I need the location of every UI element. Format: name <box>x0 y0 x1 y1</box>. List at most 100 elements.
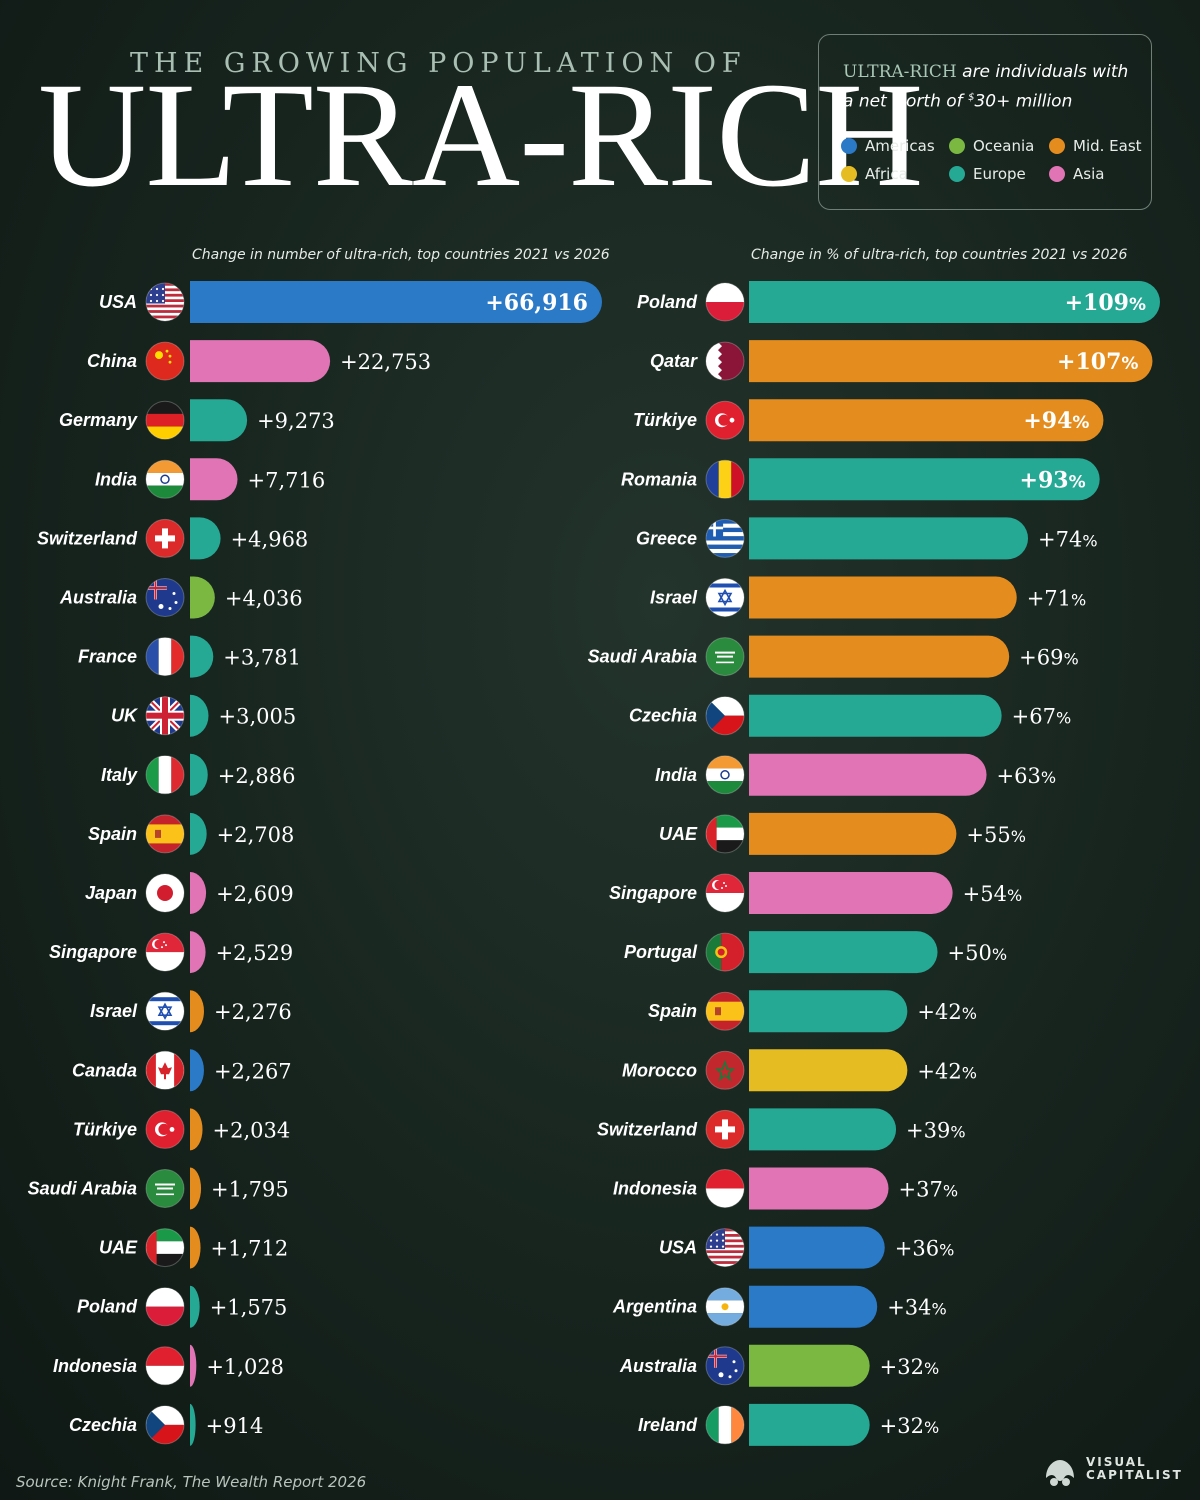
left-bar-turkiye <box>190 1108 203 1151</box>
left-flag-germany-icon <box>146 401 184 440</box>
left-country-label-china: China <box>87 351 137 371</box>
legend-label-europe: Europe <box>973 165 1026 183</box>
left-value-label-indonesia: +1,028 <box>206 1355 284 1379</box>
right-flag-morocco-icon <box>706 1051 744 1090</box>
right-country-label-greece: Greece <box>636 528 697 548</box>
left-country-label-uae: UAE <box>99 1238 138 1258</box>
left-country-label-israel: Israel <box>90 1001 138 1021</box>
right-chart-title: Change in % of ultra-rich, top countries… <box>751 247 1128 263</box>
left-value-label-uk: +3,005 <box>219 705 297 729</box>
left-country-label-turkiye: Türkiye <box>73 1119 137 1139</box>
left-value-label-uae: +1,712 <box>211 1237 289 1261</box>
left-value-label-canada: +2,267 <box>214 1059 292 1083</box>
left-country-label-france: France <box>78 647 137 667</box>
left-bar-uae <box>190 1226 201 1269</box>
left-flag-saudi-arabia-icon <box>146 1169 184 1208</box>
left-flag-india-icon <box>146 460 184 499</box>
left-country-label-uk: UK <box>111 706 139 726</box>
right-bar-poland <box>749 281 1160 323</box>
right-flag-saudi-arabia-icon <box>706 637 744 676</box>
right-value-label-argentina: +34% <box>887 1296 947 1320</box>
legend-item-africa: Africa <box>841 165 908 183</box>
legend-item-oceania: Oceania <box>949 137 1034 155</box>
right-country-label-australia: Australia <box>619 1356 697 1376</box>
right-country-label-spain: Spain <box>648 1001 697 1021</box>
left-flag-singapore-icon <box>146 933 184 972</box>
legend-term: ULTRA-RICH <box>843 62 957 82</box>
left-flag-spain-icon <box>146 814 184 853</box>
left-value-label-italy: +2,886 <box>218 764 296 788</box>
chart-supertitle: THE GROWING POPULATION OF <box>130 48 747 79</box>
right-country-label-portugal: Portugal <box>624 942 698 962</box>
right-country-label-usa: USA <box>659 1238 697 1258</box>
right-country-label-argentina: Argentina <box>612 1297 697 1317</box>
brand-mark-icon <box>1046 1460 1074 1486</box>
right-bar-qatar <box>749 340 1153 383</box>
left-flag-uk-icon <box>146 696 184 735</box>
left-country-label-saudi-arabia: Saudi Arabia <box>28 1179 137 1199</box>
legend-swatch-europe <box>949 166 965 182</box>
left-bar-czechia <box>190 1403 196 1446</box>
right-bar-czechia <box>749 694 1002 737</box>
right-flag-qatar-icon <box>706 342 744 381</box>
left-value-label-france: +3,781 <box>223 646 301 670</box>
right-bar-saudi-arabia <box>749 635 1010 678</box>
brand-logo: VISUAL CAPITALIST <box>1040 1452 1190 1492</box>
right-country-label-turkiye: Türkiye <box>633 410 697 430</box>
left-chart-title: Change in number of ultra-rich, top coun… <box>192 247 610 263</box>
left-value-label-czechia: +914 <box>206 1414 264 1438</box>
left-value-label-saudi-arabia: +1,795 <box>211 1178 289 1202</box>
right-bar-india <box>749 753 987 796</box>
right-bar-morocco <box>749 1049 908 1092</box>
right-flag-switzerland-icon <box>706 1110 744 1149</box>
right-bar-usa <box>749 1226 885 1269</box>
right-bar-uae <box>749 812 957 855</box>
legend-swatch-americas <box>841 138 857 154</box>
right-flag-ireland-icon <box>706 1405 744 1444</box>
right-flag-australia-icon <box>706 1346 744 1385</box>
left-value-label-turkiye: +2,034 <box>213 1118 291 1142</box>
legend-item-europe: Europe <box>949 165 1026 183</box>
left-flag-czechia-icon <box>146 1405 184 1444</box>
left-value-label-spain: +2,708 <box>217 823 295 847</box>
right-flag-singapore-icon <box>706 874 744 912</box>
legend-item-mid-east: Mid. East <box>1049 137 1142 155</box>
legend-definition: ULTRA-RICH are individuals with a net wo… <box>843 59 1143 115</box>
source-note: Source: Knight Frank, The Wealth Report … <box>16 1473 367 1491</box>
legend-threshold: 30+ million <box>974 91 1073 112</box>
right-bar-romania <box>749 458 1100 501</box>
legend-swatch-africa <box>841 166 857 182</box>
left-value-label-poland: +1,575 <box>210 1296 288 1320</box>
legend-swatch-oceania <box>949 138 965 154</box>
right-value-label-greece: +74% <box>1038 527 1098 551</box>
right-flag-israel-icon <box>706 578 744 617</box>
right-country-label-morocco: Morocco <box>622 1060 697 1080</box>
right-bar-israel <box>749 576 1017 619</box>
left-value-label-switzerland: +4,968 <box>231 527 309 551</box>
left-flag-turkiye-icon <box>146 1110 184 1149</box>
right-country-label-ireland: Ireland <box>638 1415 698 1435</box>
right-country-label-singapore: Singapore <box>609 883 697 903</box>
left-bar-australia <box>190 576 215 619</box>
brand-line-2: CAPITALIST <box>1086 1468 1183 1482</box>
right-country-label-indonesia: Indonesia <box>613 1179 697 1199</box>
left-flag-poland-icon <box>146 1287 184 1326</box>
right-flag-uae-icon <box>706 814 744 853</box>
right-country-label-israel: Israel <box>650 588 698 608</box>
right-country-label-switzerland: Switzerland <box>597 1119 698 1139</box>
left-country-label-usa: USA <box>99 292 137 312</box>
right-value-label-saudi-arabia: +69% <box>1019 646 1079 670</box>
right-country-label-qatar: Qatar <box>650 351 698 371</box>
left-flag-switzerland-icon <box>146 519 184 558</box>
left-bar-israel <box>190 990 204 1033</box>
left-country-label-japan: Japan <box>85 883 137 903</box>
right-bar-portugal <box>749 931 938 974</box>
left-country-label-indonesia: Indonesia <box>53 1356 137 1376</box>
left-flag-australia-icon <box>146 578 184 617</box>
right-bar-ireland <box>749 1403 870 1446</box>
left-flag-israel-icon <box>146 992 184 1031</box>
legend-definition-text: are individuals with a net worth of <box>843 62 1129 112</box>
left-flag-france-icon <box>146 637 184 676</box>
left-value-label-usa: +66,916 <box>485 290 588 316</box>
legend-currency: $ <box>968 92 975 103</box>
